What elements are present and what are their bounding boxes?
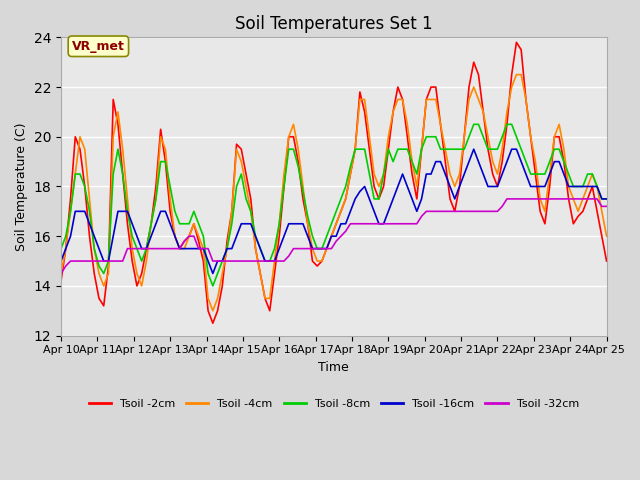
Tsoil -4cm bbox=[247, 208, 255, 214]
Tsoil -2cm bbox=[57, 278, 65, 284]
Tsoil -32cm bbox=[389, 221, 397, 227]
Y-axis label: Soil Temperature (C): Soil Temperature (C) bbox=[15, 122, 28, 251]
Tsoil -2cm bbox=[247, 196, 255, 202]
Tsoil -2cm bbox=[522, 96, 530, 102]
Line: Tsoil -16cm: Tsoil -16cm bbox=[61, 149, 607, 274]
Tsoil -32cm bbox=[499, 204, 506, 209]
Tsoil -16cm bbox=[603, 196, 611, 202]
Title: Soil Temperatures Set 1: Soil Temperatures Set 1 bbox=[235, 15, 433, 33]
Tsoil -2cm bbox=[209, 320, 217, 326]
Line: Tsoil -32cm: Tsoil -32cm bbox=[61, 199, 607, 274]
Tsoil -8cm bbox=[209, 283, 217, 289]
Line: Tsoil -8cm: Tsoil -8cm bbox=[61, 124, 607, 286]
Tsoil -32cm bbox=[517, 196, 525, 202]
Tsoil -16cm bbox=[508, 146, 516, 152]
Line: Tsoil -4cm: Tsoil -4cm bbox=[61, 74, 607, 311]
Tsoil -4cm bbox=[522, 96, 530, 102]
Tsoil -8cm bbox=[394, 146, 402, 152]
Tsoil -8cm bbox=[570, 184, 577, 190]
Tsoil -16cm bbox=[428, 171, 435, 177]
Tsoil -4cm bbox=[57, 271, 65, 276]
Tsoil -2cm bbox=[394, 84, 402, 90]
Tsoil -32cm bbox=[422, 208, 430, 214]
Tsoil -2cm bbox=[503, 121, 511, 127]
Tsoil -4cm bbox=[603, 233, 611, 239]
Tsoil -8cm bbox=[603, 196, 611, 202]
Tsoil -4cm bbox=[513, 72, 520, 77]
Tsoil -8cm bbox=[57, 246, 65, 252]
Tsoil -8cm bbox=[522, 159, 530, 165]
Tsoil -4cm bbox=[503, 109, 511, 115]
Line: Tsoil -2cm: Tsoil -2cm bbox=[61, 42, 607, 323]
Tsoil -32cm bbox=[242, 258, 250, 264]
Tsoil -2cm bbox=[570, 221, 577, 227]
Tsoil -16cm bbox=[522, 171, 530, 177]
Tsoil -2cm bbox=[603, 258, 611, 264]
Tsoil -8cm bbox=[428, 134, 435, 140]
Tsoil -2cm bbox=[428, 84, 435, 90]
Tsoil -4cm bbox=[570, 196, 577, 202]
Tsoil -8cm bbox=[470, 121, 477, 127]
Tsoil -16cm bbox=[470, 146, 477, 152]
Tsoil -16cm bbox=[394, 184, 402, 190]
Tsoil -32cm bbox=[57, 271, 65, 276]
X-axis label: Time: Time bbox=[319, 361, 349, 374]
Tsoil -4cm bbox=[428, 96, 435, 102]
Tsoil -16cm bbox=[57, 258, 65, 264]
Tsoil -4cm bbox=[394, 96, 402, 102]
Tsoil -8cm bbox=[508, 121, 516, 127]
Tsoil -8cm bbox=[247, 208, 255, 214]
Tsoil -16cm bbox=[570, 184, 577, 190]
Tsoil -4cm bbox=[209, 308, 217, 313]
Tsoil -16cm bbox=[247, 221, 255, 227]
Legend: Tsoil -2cm, Tsoil -4cm, Tsoil -8cm, Tsoil -16cm, Tsoil -32cm: Tsoil -2cm, Tsoil -4cm, Tsoil -8cm, Tsoi… bbox=[84, 395, 583, 414]
Text: VR_met: VR_met bbox=[72, 40, 125, 53]
Tsoil -16cm bbox=[209, 271, 217, 276]
Tsoil -32cm bbox=[503, 196, 511, 202]
Tsoil -32cm bbox=[564, 196, 572, 202]
Tsoil -32cm bbox=[603, 204, 611, 209]
Tsoil -2cm bbox=[513, 39, 520, 45]
